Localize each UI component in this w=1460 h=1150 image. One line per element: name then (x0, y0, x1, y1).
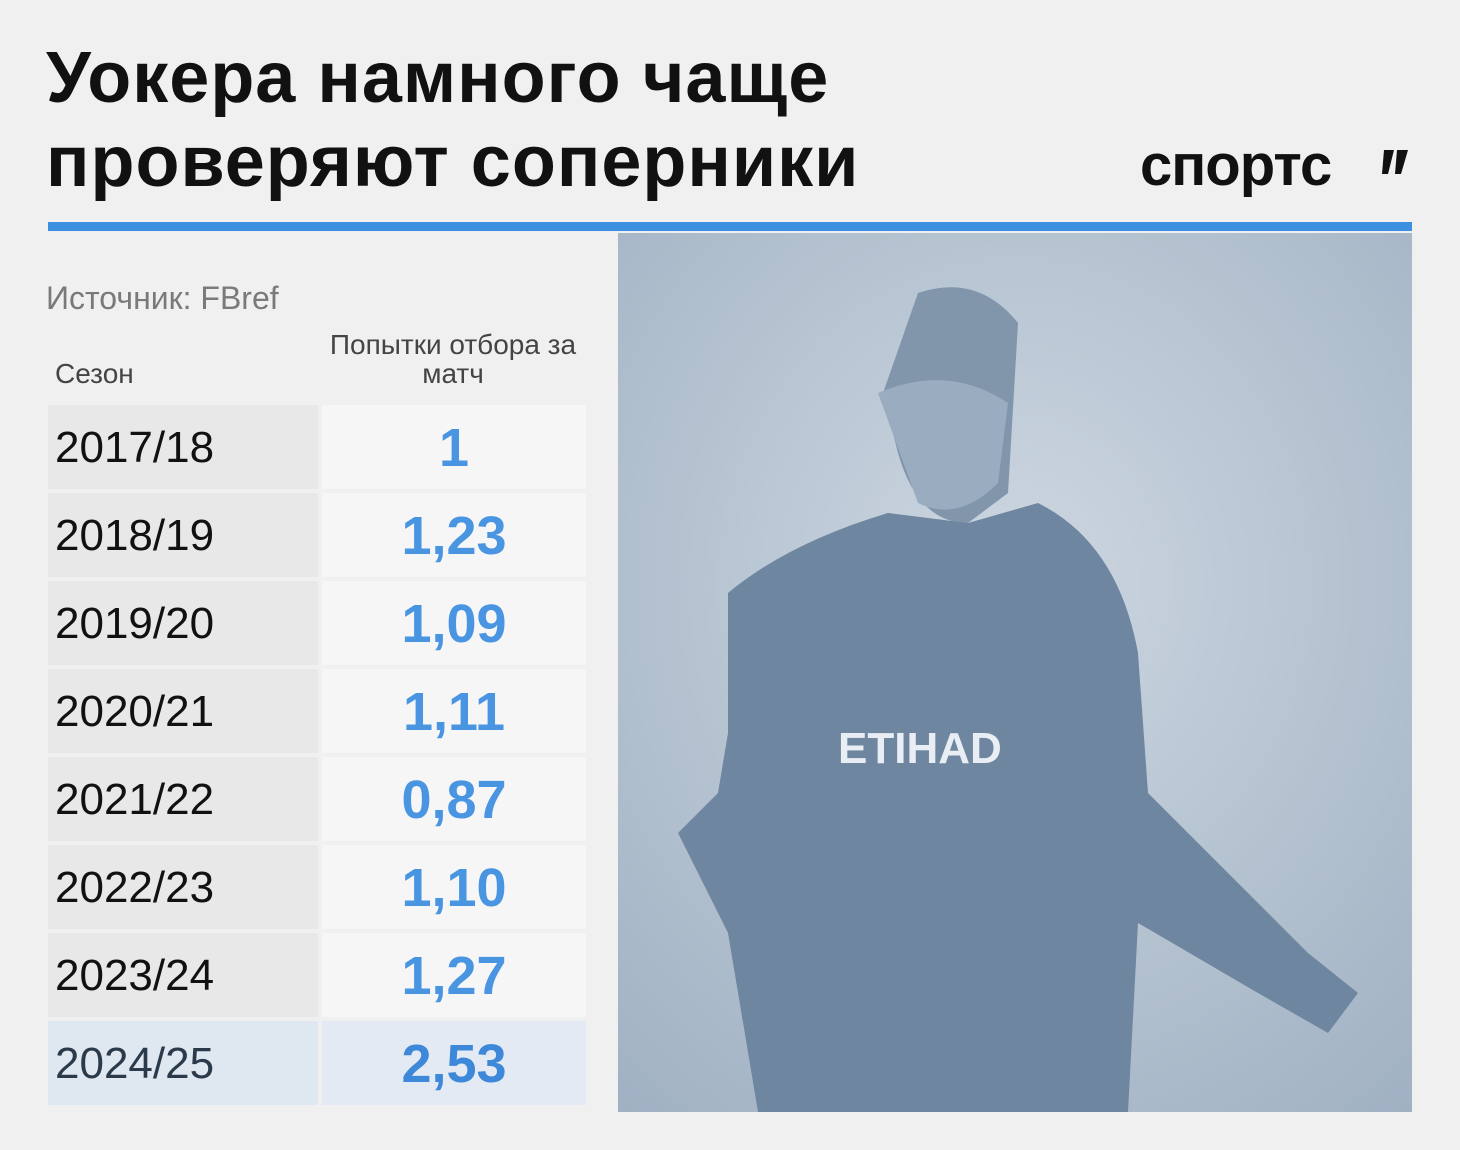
season-cell: 2019/20 (48, 581, 318, 665)
value-cell: 0,87 (322, 757, 586, 841)
value-cell: 1,10 (322, 845, 586, 929)
value-cell: 1 (322, 405, 586, 489)
table-row: 2019/20 1,09 (48, 581, 586, 665)
season-cell: 2023/24 (48, 933, 318, 1017)
season-cell: 2017/18 (48, 405, 318, 489)
title-line: Уокера намного чаще (46, 38, 830, 118)
logo: спортс (1140, 133, 1332, 198)
column-header: Попытки отбора за матч (329, 329, 577, 389)
column-header: Сезон (55, 358, 134, 389)
table-row: 2020/21 1,11 (48, 669, 586, 753)
season-cell: 2021/22 (48, 757, 318, 841)
season-cell: 2024/25 (48, 1021, 318, 1105)
title: Уокера намного чаще проверяют соперники (46, 36, 859, 204)
svg-text:ETIHAD: ETIHAD (838, 724, 1002, 773)
divider (48, 222, 1412, 231)
season-cell: 2020/21 (48, 669, 318, 753)
value-cell: 1,11 (322, 669, 586, 753)
table-row: 2024/25 2,53 (48, 1021, 586, 1105)
title-line: проверяют соперники (46, 122, 860, 202)
value-cell: 1,23 (322, 493, 586, 577)
table-row: 2021/22 0,87 (48, 757, 586, 841)
table-row: 2022/23 1,10 (48, 845, 586, 929)
value-cell: 2,53 (322, 1021, 586, 1105)
value-cell: 1,27 (322, 933, 586, 1017)
logo-mark (1382, 150, 1408, 174)
table-row: 2017/18 1 (48, 405, 586, 489)
season-cell: 2022/23 (48, 845, 318, 929)
photo: ETIHAD (618, 233, 1412, 1112)
value-cell: 1,09 (322, 581, 586, 665)
table-row: 2018/19 1,23 (48, 493, 586, 577)
source: Источник: FBref (46, 280, 279, 316)
season-cell: 2018/19 (48, 493, 318, 577)
table-row: 2023/24 1,27 (48, 933, 586, 1017)
